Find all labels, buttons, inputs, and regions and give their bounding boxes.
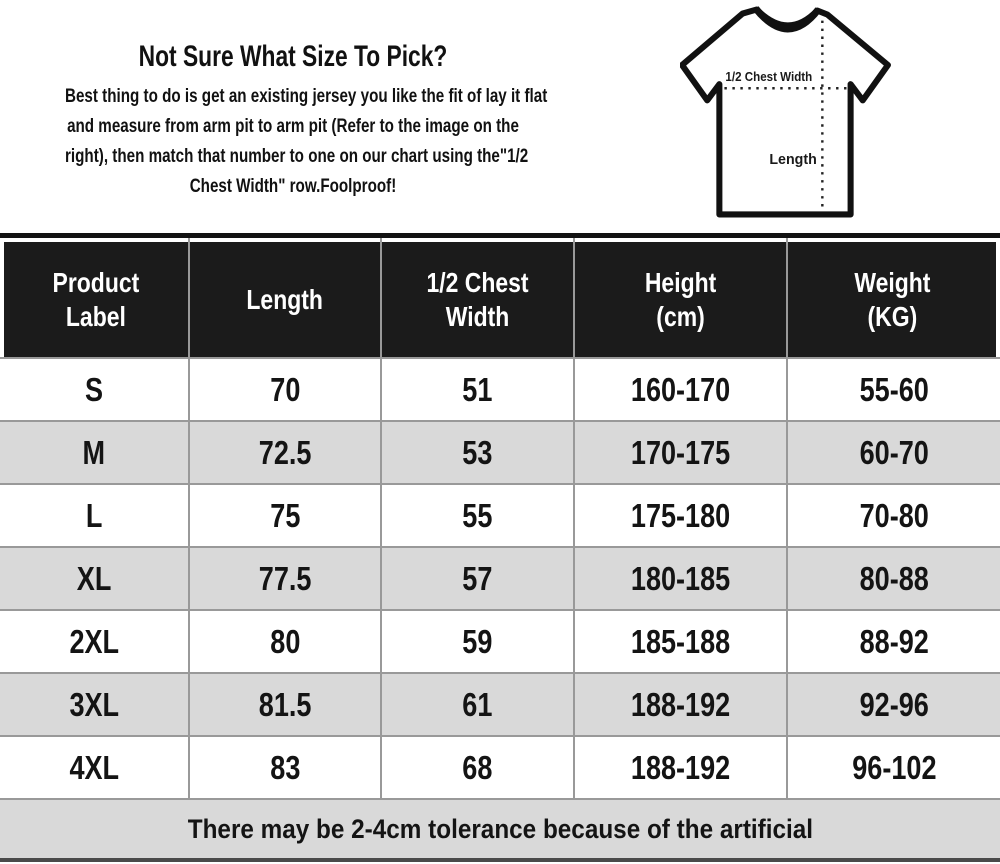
chest-width-label: 1/2 Chest Width [725, 70, 812, 84]
header-cell-half-chest-width: 1/2 Chest Width [382, 238, 575, 357]
table-row-4xl: 4XL 83 68 188-192 96-102 [0, 735, 1000, 798]
size-chart-table: Product Label Length 1/2 Chest Width Hei… [0, 233, 1000, 862]
cell-label: M [0, 422, 190, 483]
table-row-s: S 70 51 160-170 55-60 [0, 357, 1000, 420]
cell-height: 175-180 [575, 485, 788, 546]
cell-length: 72.5 [190, 422, 382, 483]
cell-label: 4XL [0, 737, 190, 798]
table-row-xl: XL 77.5 57 180-185 80-88 [0, 546, 1000, 609]
cell-weight: 96-102 [851, 748, 937, 786]
intro-block: Not Sure What Size To Pick? Best thing t… [8, 38, 578, 202]
tshirt-outline [680, 6, 891, 218]
cell-half-chest: 57 [382, 548, 575, 609]
intro-paragraph: Best thing to do is get an existing jers… [8, 82, 578, 202]
cell-label: S [0, 359, 190, 420]
cell-weight: 60-70 [859, 433, 929, 471]
cell-half-chest: 59 [382, 611, 575, 672]
tolerance-note-row: There may be 2-4cm tolerance because of … [0, 798, 1000, 862]
intro-line: Best thing to do is get an existing jers… [65, 86, 548, 107]
cell-label: XL [0, 548, 190, 609]
intro-line: right), then match that number to one on… [65, 146, 529, 167]
cell-label: 3XL [0, 674, 190, 735]
cell-length: 77.5 [190, 548, 382, 609]
table-row-2xl: 2XL 80 59 185-188 88-92 [0, 609, 1000, 672]
cell-length: 83 [190, 737, 382, 798]
table-header-row: Product Label Length 1/2 Chest Width Hei… [0, 238, 1000, 357]
cell-weight: 55-60 [859, 370, 929, 408]
cell-height: 160-170 [575, 359, 788, 420]
intro-line: Chest Width" row.Foolproof! [189, 176, 397, 197]
cell-half-chest: 51 [382, 359, 575, 420]
cell-length: 81.5 [190, 674, 382, 735]
cell-height: 180-185 [575, 548, 788, 609]
tolerance-note: There may be 2-4cm tolerance because of … [187, 813, 813, 844]
cell-half-chest: 53 [382, 422, 575, 483]
header-cell-length: Length [190, 238, 382, 357]
cell-half-chest: 55 [382, 485, 575, 546]
header-cell-product-label: Product Label [0, 238, 190, 357]
cell-height: 188-192 [575, 737, 788, 798]
header-cell-height: Height (cm) [575, 238, 788, 357]
cell-length: 80 [190, 611, 382, 672]
header-cell-weight: Weight (KG) [788, 238, 1000, 357]
page-title: Not Sure What Size To Pick? [138, 40, 448, 73]
table-row-l: L 75 55 175-180 70-80 [0, 483, 1000, 546]
cell-weight: 70-80 [859, 496, 929, 534]
cell-weight: 88-92 [859, 622, 929, 660]
cell-height: 170-175 [575, 422, 788, 483]
cell-length: 75 [190, 485, 382, 546]
cell-label: 2XL [0, 611, 190, 672]
table-row-3xl: 3XL 81.5 61 188-192 92-96 [0, 672, 1000, 735]
table-top-border [0, 233, 1000, 238]
intro-line: and measure from arm pit to arm pit (Ref… [67, 116, 519, 137]
cell-weight: 80-88 [859, 559, 929, 597]
tshirt-icon: 1/2 Chest Width Length [680, 6, 891, 218]
table-row-m: M 72.5 53 170-175 60-70 [0, 420, 1000, 483]
cell-height: 188-192 [575, 674, 788, 735]
tshirt-diagram: 1/2 Chest Width Length [680, 6, 892, 224]
cell-half-chest: 68 [382, 737, 575, 798]
cell-half-chest: 61 [382, 674, 575, 735]
cell-label: L [0, 485, 190, 546]
tshirt-collar [752, 6, 822, 33]
cell-height: 185-188 [575, 611, 788, 672]
cell-weight: 92-96 [859, 685, 929, 723]
length-label: Length [769, 152, 817, 168]
cell-length: 70 [190, 359, 382, 420]
